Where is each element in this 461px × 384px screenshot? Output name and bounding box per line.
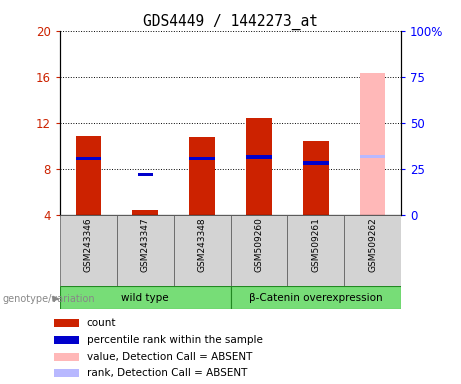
Bar [60, 286, 230, 309]
Bar [246, 155, 272, 159]
Bar [230, 215, 287, 286]
Bar [246, 118, 272, 215]
Bar [54, 369, 78, 377]
Text: wild type: wild type [121, 293, 169, 303]
Text: count: count [87, 318, 116, 328]
Bar [189, 157, 215, 161]
Bar [54, 353, 78, 361]
Text: GSM509260: GSM509260 [254, 217, 263, 272]
Text: GSM243348: GSM243348 [198, 217, 207, 272]
Bar [54, 336, 78, 344]
Text: β-Catenin overexpression: β-Catenin overexpression [249, 293, 383, 303]
Bar [287, 215, 344, 286]
Bar [303, 141, 329, 215]
Bar [54, 319, 78, 327]
Bar [117, 215, 174, 286]
Bar [76, 157, 101, 161]
Bar [137, 173, 153, 177]
Bar [303, 161, 329, 165]
Bar [189, 137, 215, 215]
Text: percentile rank within the sample: percentile rank within the sample [87, 335, 263, 345]
Text: rank, Detection Call = ABSENT: rank, Detection Call = ABSENT [87, 368, 247, 379]
Bar [60, 215, 117, 286]
Text: GSM243346: GSM243346 [84, 217, 93, 272]
Text: GSM243347: GSM243347 [141, 217, 150, 272]
Bar [360, 73, 385, 215]
Bar [76, 136, 101, 215]
Text: GSM509262: GSM509262 [368, 217, 377, 272]
Bar [132, 210, 158, 215]
Text: GSM509261: GSM509261 [311, 217, 320, 272]
Bar [174, 215, 230, 286]
Text: genotype/variation: genotype/variation [2, 294, 95, 304]
Bar [344, 215, 401, 286]
Bar [230, 286, 401, 309]
Text: value, Detection Call = ABSENT: value, Detection Call = ABSENT [87, 352, 252, 362]
Text: GDS4449 / 1442273_at: GDS4449 / 1442273_at [143, 13, 318, 30]
Bar [360, 155, 385, 158]
